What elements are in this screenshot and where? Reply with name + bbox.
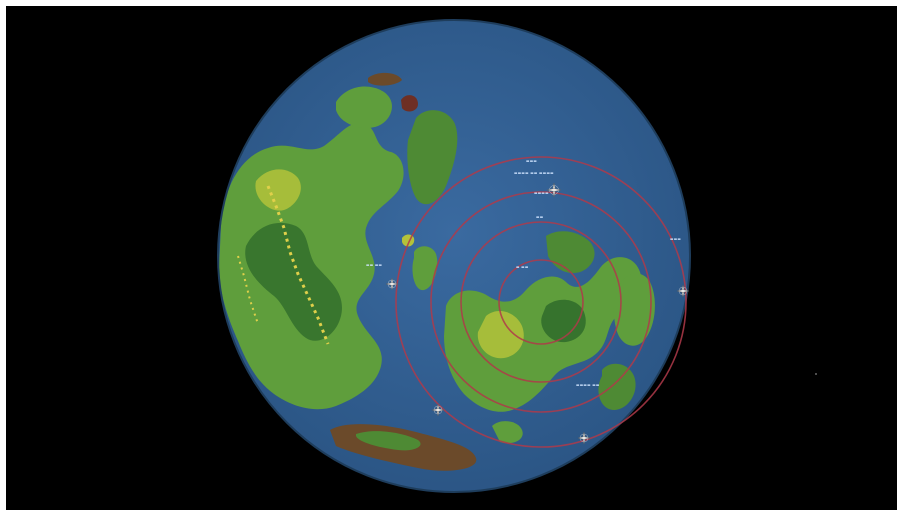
continent-north bbox=[336, 86, 392, 129]
continent-east-highland bbox=[477, 311, 524, 359]
label-ring-sub: ▬▬▬▬ ▬▬ ▬▬▬▬ bbox=[514, 171, 554, 175]
inner-circle bbox=[460, 221, 622, 383]
island-south-east bbox=[492, 421, 523, 444]
world-map[interactable]: ▬▬▬ ▬▬▬▬ ▬▬ ▬▬▬▬ ▬▬▬▬ ▬▬ ▬▬ ▬▬ ▬ ▬▬ ▬▬▬▬… bbox=[6, 6, 897, 510]
map-viewport[interactable]: ▬▬▬ ▬▬▬▬ ▬▬ ▬▬▬▬ ▬▬▬▬ ▬▬ ▬▬ ▬▬ ▬ ▬▬ ▬▬▬▬… bbox=[6, 6, 897, 510]
compass-rose-southwest[interactable] bbox=[431, 403, 445, 417]
outer-circle bbox=[395, 156, 687, 448]
label-ring-inner: ▬▬ bbox=[536, 215, 544, 219]
label-east: ▬▬▬ bbox=[670, 237, 681, 241]
island-central bbox=[412, 246, 438, 291]
island-far-east-2 bbox=[598, 363, 636, 410]
label-ocean-west: ▬▬ ▬▬ bbox=[366, 263, 383, 267]
continent-east bbox=[444, 257, 642, 412]
core-circle bbox=[498, 259, 584, 345]
island-north-rim bbox=[368, 72, 402, 86]
middle-circle bbox=[430, 191, 652, 413]
island-north-small bbox=[401, 95, 418, 112]
landmasses bbox=[219, 72, 655, 471]
label-sea-south: ▬▬▬▬ ▬▬ bbox=[576, 383, 600, 387]
concentric-rings bbox=[395, 156, 687, 448]
continent-east-north bbox=[546, 231, 595, 274]
island-north-east bbox=[407, 110, 458, 205]
continent-east-forest bbox=[541, 299, 586, 343]
compass-rose-west[interactable] bbox=[385, 277, 399, 291]
label-ring-mid: ▬▬▬▬ bbox=[534, 191, 549, 195]
map-labels: ▬▬▬ ▬▬▬▬ ▬▬ ▬▬▬▬ ▬▬▬▬ ▬▬ ▬▬ ▬▬ ▬ ▬▬ ▬▬▬▬… bbox=[366, 159, 681, 387]
label-sea-center: ▬ ▬▬ bbox=[516, 265, 529, 269]
globe-rim bbox=[217, 19, 691, 493]
label-ring-top: ▬▬▬ bbox=[526, 159, 537, 163]
continent-west-forest bbox=[245, 222, 342, 341]
island-south-green bbox=[356, 431, 421, 451]
compass-rose-east[interactable] bbox=[676, 284, 690, 298]
star-speck bbox=[815, 373, 817, 375]
continent-west-highland bbox=[255, 169, 301, 211]
compass-roses bbox=[385, 182, 690, 445]
compass-rose-north[interactable] bbox=[546, 182, 562, 198]
compass-rose-south[interactable] bbox=[577, 431, 591, 445]
island-far-east bbox=[613, 273, 655, 346]
